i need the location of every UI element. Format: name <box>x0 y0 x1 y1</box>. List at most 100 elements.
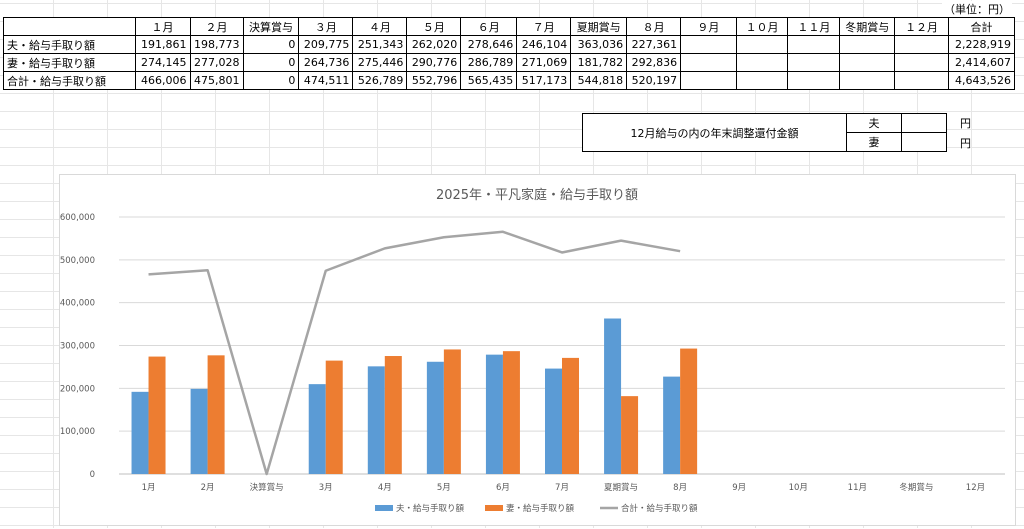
row-total[interactable]: 2,228,919 <box>947 35 1016 54</box>
y-tick-label: 100,000 <box>60 427 95 437</box>
column-header[interactable]: 決算賞与 <box>242 17 300 36</box>
table-cell[interactable] <box>839 71 896 90</box>
table-cell[interactable]: 520,197 <box>626 71 682 90</box>
table-cell[interactable] <box>735 35 789 54</box>
bar-wife <box>148 356 166 474</box>
column-header[interactable]: １０月 <box>735 17 789 36</box>
refund-title[interactable]: 12月給与の内の年末調整還付金額 <box>582 113 847 152</box>
column-header[interactable]: １１月 <box>787 17 841 36</box>
table-cell[interactable] <box>735 53 789 72</box>
table-cell[interactable]: 277,028 <box>189 53 244 72</box>
bar-husband <box>426 361 444 474</box>
salary-chart: 2025年・平凡家庭・給与手取り額 0 100,000 200,000 300,000… <box>60 187 1005 514</box>
x-tick-label: 10月 <box>789 483 808 493</box>
x-tick-label: 12月 <box>966 483 985 493</box>
legend-label: 合計・給与手取り額 <box>621 503 698 514</box>
column-header[interactable]: 夏期賞与 <box>570 17 628 36</box>
row-label[interactable]: 妻・給与手取り額 <box>3 53 136 72</box>
table-cell[interactable]: 181,782 <box>570 53 628 72</box>
column-header[interactable]: ３月 <box>298 17 354 36</box>
table-cell[interactable]: 363,036 <box>570 35 628 54</box>
y-tick-label: 300,000 <box>60 342 95 352</box>
column-header[interactable]: ５月 <box>406 17 462 36</box>
column-header[interactable]: １月 <box>134 17 191 36</box>
bar-wife <box>621 396 639 474</box>
table-cell[interactable]: 278,646 <box>460 35 518 54</box>
x-tick-label: 8月 <box>673 483 687 493</box>
refund-husband-yen: 円 <box>960 117 971 130</box>
table-cell[interactable]: 290,776 <box>406 53 462 72</box>
y-tick-label: 400,000 <box>60 299 95 309</box>
table-cell[interactable] <box>839 35 896 54</box>
table-cell[interactable]: 271,069 <box>516 53 572 72</box>
column-header[interactable]: １２月 <box>894 17 949 36</box>
table-cell[interactable]: 274,145 <box>134 53 191 72</box>
row-total[interactable]: 4,643,526 <box>947 71 1016 90</box>
table-cell[interactable]: 517,173 <box>516 71 572 90</box>
y-tick-label: 600,000 <box>60 213 95 223</box>
refund-wife-label[interactable]: 妻 <box>846 132 902 152</box>
x-tick-label: 5月 <box>437 483 451 493</box>
table-row: 妻・給与手取り額 274,145 277,028 0 264,736 275,446 290… <box>3 53 1016 72</box>
table-cell[interactable]: 466,006 <box>134 71 191 90</box>
x-tick-label: 6月 <box>496 483 510 493</box>
bar-wife <box>443 349 461 474</box>
column-header[interactable]: ８月 <box>626 17 682 36</box>
table-cell[interactable]: 565,435 <box>460 71 518 90</box>
table-cell[interactable]: 552,796 <box>406 71 462 90</box>
table-cell[interactable]: 474,511 <box>298 71 354 90</box>
table-cell[interactable] <box>787 35 841 54</box>
column-header[interactable]: ２月 <box>189 17 244 36</box>
table-cell[interactable] <box>787 71 841 90</box>
refund-husband-value[interactable] <box>901 113 947 133</box>
table-cell[interactable]: 544,818 <box>570 71 628 90</box>
column-header[interactable] <box>3 17 136 36</box>
table-cell[interactable]: 246,104 <box>516 35 572 54</box>
y-tick-label: 500,000 <box>60 256 95 266</box>
table-cell[interactable]: 526,789 <box>352 71 408 90</box>
table-cell[interactable]: 262,020 <box>406 35 462 54</box>
x-tick-label: 2月 <box>201 483 215 493</box>
table-cell[interactable]: 227,361 <box>626 35 682 54</box>
row-label[interactable]: 合計・給与手取り額 <box>3 71 136 90</box>
table-cell[interactable]: 0 <box>242 71 300 90</box>
column-header[interactable]: ９月 <box>680 17 737 36</box>
table-cell[interactable] <box>680 71 737 90</box>
refund-wife-value[interactable] <box>901 132 947 152</box>
bar-husband <box>131 391 149 474</box>
legend-swatch <box>485 505 503 511</box>
table-cell[interactable]: 475,801 <box>189 71 244 90</box>
table-cell[interactable]: 292,836 <box>626 53 682 72</box>
table-cell[interactable] <box>680 35 737 54</box>
row-total[interactable]: 2,414,607 <box>947 53 1016 72</box>
column-header[interactable]: 合計 <box>947 17 1016 36</box>
column-header[interactable]: 冬期賞与 <box>839 17 896 36</box>
table-cell[interactable]: 0 <box>242 53 300 72</box>
table-cell[interactable] <box>787 53 841 72</box>
table-cell[interactable]: 264,736 <box>298 53 354 72</box>
table-cell[interactable]: 209,775 <box>298 35 354 54</box>
chart-area[interactable]: 2025年・平凡家庭・給与手取り額 0 100,000 200,000 300,000… <box>59 174 1016 526</box>
table-cell[interactable]: 251,343 <box>352 35 408 54</box>
table-cell[interactable] <box>894 35 949 54</box>
table-cell[interactable] <box>735 71 789 90</box>
table-cell[interactable] <box>894 71 949 90</box>
table-cell[interactable]: 191,861 <box>134 35 191 54</box>
column-header[interactable]: ７月 <box>516 17 572 36</box>
refund-husband-label[interactable]: 夫 <box>846 113 902 133</box>
x-tick-label: 夏期賞与 <box>604 482 638 493</box>
column-header[interactable]: ６月 <box>460 17 518 36</box>
bar-wife <box>562 357 579 474</box>
table-cell[interactable] <box>680 53 737 72</box>
table-cell[interactable]: 0 <box>242 35 300 54</box>
table-cell[interactable] <box>894 53 949 72</box>
table-cell[interactable]: 275,446 <box>352 53 408 72</box>
table-cell[interactable]: 198,773 <box>189 35 244 54</box>
x-tick-label: 3月 <box>319 483 333 493</box>
bar-husband <box>485 354 503 474</box>
table-cell[interactable] <box>839 53 896 72</box>
table-cell[interactable]: 286,789 <box>460 53 518 72</box>
row-label[interactable]: 夫・給与手取り額 <box>3 35 136 54</box>
column-header[interactable]: ４月 <box>352 17 408 36</box>
x-tick-label: 11月 <box>848 483 867 493</box>
